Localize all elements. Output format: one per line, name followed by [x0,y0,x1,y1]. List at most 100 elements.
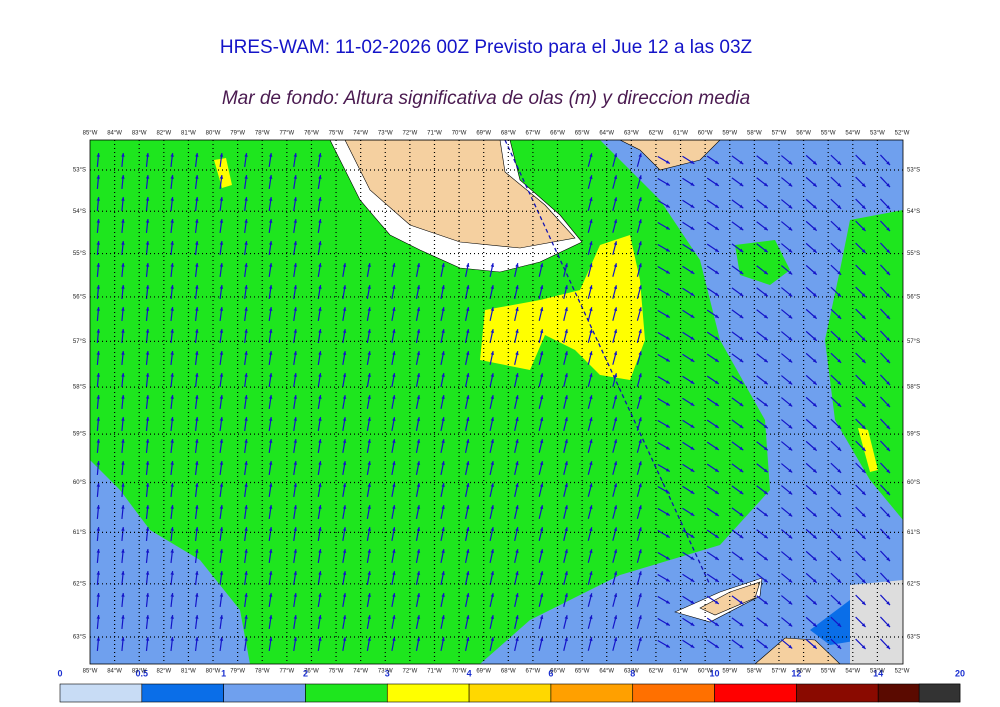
lat-label-right: 60°S [907,480,920,486]
wave-arrow-head [466,285,470,290]
wave-arrow-head [812,600,817,605]
lat-label-left: 61°S [73,530,86,536]
wave-arrow-head [441,285,445,290]
wave-arrow-head [342,263,347,267]
wave-arrow-head [244,549,248,553]
wave-arrow-head [318,461,322,465]
wave-arrow-head [490,329,495,334]
wave-arrow-head [268,527,273,531]
wave-arrow-head [244,461,248,465]
lat-label-left: 62°S [73,581,86,587]
wave-arrow-head [589,395,593,400]
wave-arrow-head [714,248,719,252]
wave-arrow-head [714,204,719,208]
wave-arrow-head [788,490,793,495]
wave-arrow-head [812,490,817,495]
wave-arrow-head [539,549,544,554]
wave-arrow-head [564,373,568,378]
lon-label-top: 55°W [821,131,836,137]
wave-arrow-head [763,182,768,187]
wave-arrow-head [392,373,396,377]
wave-arrow-head [690,534,695,538]
wave-arrow-head [96,461,101,465]
wave-arrow-head [714,468,719,472]
wave-arrow-head [121,263,125,267]
wave-arrow-head [441,527,445,532]
wave-arrow-head [763,314,768,319]
wave-arrow-head [539,351,544,356]
wave-arrow-head [714,182,719,186]
lon-label-top: 77°W [279,131,294,137]
wave-arrow-head [638,483,642,488]
wave-arrow-head [392,395,396,399]
wave-arrow-head [195,505,199,509]
lon-label-top: 59°W [722,131,737,137]
wave-arrow-head [613,175,618,180]
wave-arrow-head [268,329,273,333]
wave-arrow-head [812,512,817,517]
wave-arrow-head [812,314,817,319]
wave-arrow-head [515,373,519,378]
wave-arrow-head [195,329,199,333]
lon-label-top: 78°W [255,131,270,137]
wave-arrow-head [219,263,224,267]
lon-label-top: 53°W [870,131,885,137]
wave-arrow-head [739,182,744,187]
wave-arrow-head [788,622,793,627]
lon-label-bottom: 53°W [870,669,885,675]
sea-yellow [858,428,878,472]
wave-arrow-head [861,491,866,495]
wave-arrow-head [861,403,866,407]
wave-arrow-head [638,219,642,224]
wave-arrow-head [613,307,618,312]
lon-label-top: 74°W [353,131,368,137]
wave-arrow-head [564,329,568,334]
wave-arrow-head [490,263,495,268]
wave-arrow-head [886,601,891,606]
wave-arrow-head [342,571,347,575]
wave-arrow-head [219,461,224,465]
wave-arrow-head [564,615,568,620]
wave-arrow-head [714,600,719,604]
wave-arrow-head [416,505,421,509]
wave-arrow-head [886,381,891,386]
wave-arrow-head [170,439,174,443]
wave-arrow-head [244,637,248,641]
wave-arrow-head [342,307,347,311]
wave-arrow-head [589,329,593,334]
lon-label-top: 71°W [427,131,442,137]
wave-arrow-head [416,549,421,553]
wave-arrow-head [293,197,298,201]
wave-arrow-head [812,534,817,539]
wave-arrow-head [665,446,670,450]
lat-label-right: 56°S [907,294,920,300]
wave-arrow-head [665,556,670,560]
wave-arrow-head [121,637,125,641]
wave-arrow-head [564,395,568,400]
wave-arrow-head [690,270,695,274]
wave-arrow-head [812,644,817,649]
wave-arrow-head [714,358,719,362]
wave-arrow-head [812,270,817,275]
wave-arrow-head [121,395,125,399]
wave-arrow-head [96,241,101,245]
wave-arrow-head [367,417,371,421]
wave-arrow-head [392,417,396,421]
wave-arrow-head [763,380,768,385]
wave-arrow-head [219,571,224,575]
wave-arrow-head [739,578,744,583]
wave-arrow-head [392,527,396,531]
wave-arrow-head [886,645,891,650]
colorbar-swatch [223,683,306,703]
wave-arrow-head [293,351,298,355]
wave-arrow-head [589,153,593,158]
wave-arrow-head [589,373,593,378]
wave-arrow-head [564,417,568,422]
wave-arrow-head [665,292,670,296]
wave-arrow-head [268,219,273,223]
lon-label-top: 73°W [378,131,393,137]
wave-arrow-head [121,241,125,245]
colorbar-swatch [632,683,715,703]
lon-label-top: 76°W [304,131,319,137]
wave-arrow-head [690,160,695,164]
